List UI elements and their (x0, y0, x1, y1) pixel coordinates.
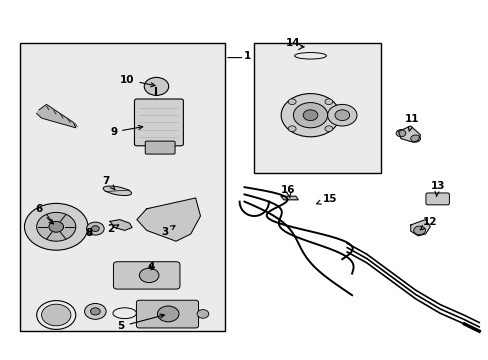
Bar (254, 43, 381, 173)
Circle shape (334, 110, 349, 121)
Circle shape (90, 308, 100, 315)
Circle shape (288, 126, 296, 131)
Text: 6: 6 (35, 204, 53, 224)
Circle shape (410, 135, 420, 142)
Circle shape (41, 304, 71, 326)
Circle shape (324, 126, 332, 131)
Circle shape (86, 222, 104, 235)
Text: 5: 5 (117, 314, 164, 332)
Ellipse shape (103, 186, 131, 195)
FancyBboxPatch shape (145, 141, 175, 154)
Text: 9: 9 (110, 125, 142, 137)
Text: 3: 3 (161, 226, 175, 237)
Circle shape (324, 99, 332, 105)
Circle shape (157, 210, 175, 222)
Circle shape (49, 221, 63, 232)
Text: 4: 4 (147, 262, 155, 272)
Circle shape (327, 104, 356, 126)
Circle shape (91, 226, 99, 231)
Circle shape (303, 110, 317, 121)
Circle shape (413, 226, 425, 235)
Polygon shape (137, 198, 200, 241)
Circle shape (24, 203, 88, 250)
Circle shape (197, 310, 208, 318)
Polygon shape (398, 126, 420, 142)
Circle shape (281, 94, 339, 137)
Circle shape (139, 268, 159, 283)
Circle shape (395, 130, 405, 137)
Polygon shape (37, 104, 76, 128)
Polygon shape (410, 220, 429, 236)
FancyBboxPatch shape (136, 300, 198, 328)
Text: 10: 10 (120, 75, 155, 87)
Text: 15: 15 (316, 194, 337, 204)
FancyBboxPatch shape (425, 193, 448, 205)
Bar (20, 43, 224, 331)
Circle shape (157, 306, 179, 322)
FancyBboxPatch shape (134, 99, 183, 146)
Text: 11: 11 (404, 114, 419, 131)
Circle shape (170, 219, 182, 228)
Circle shape (293, 103, 327, 128)
Text: 2: 2 (107, 224, 119, 234)
Text: 12: 12 (419, 217, 437, 230)
Circle shape (288, 99, 296, 105)
Polygon shape (110, 220, 132, 230)
Text: 16: 16 (281, 185, 295, 197)
Text: 14: 14 (285, 38, 300, 48)
Text: 7: 7 (102, 176, 115, 190)
FancyBboxPatch shape (113, 262, 180, 289)
Circle shape (144, 77, 168, 95)
Text: 13: 13 (429, 181, 444, 197)
Text: 1: 1 (243, 51, 250, 61)
Circle shape (37, 212, 76, 241)
Text: 8: 8 (85, 228, 93, 238)
Polygon shape (281, 196, 298, 200)
Circle shape (145, 208, 157, 217)
Circle shape (84, 303, 106, 319)
